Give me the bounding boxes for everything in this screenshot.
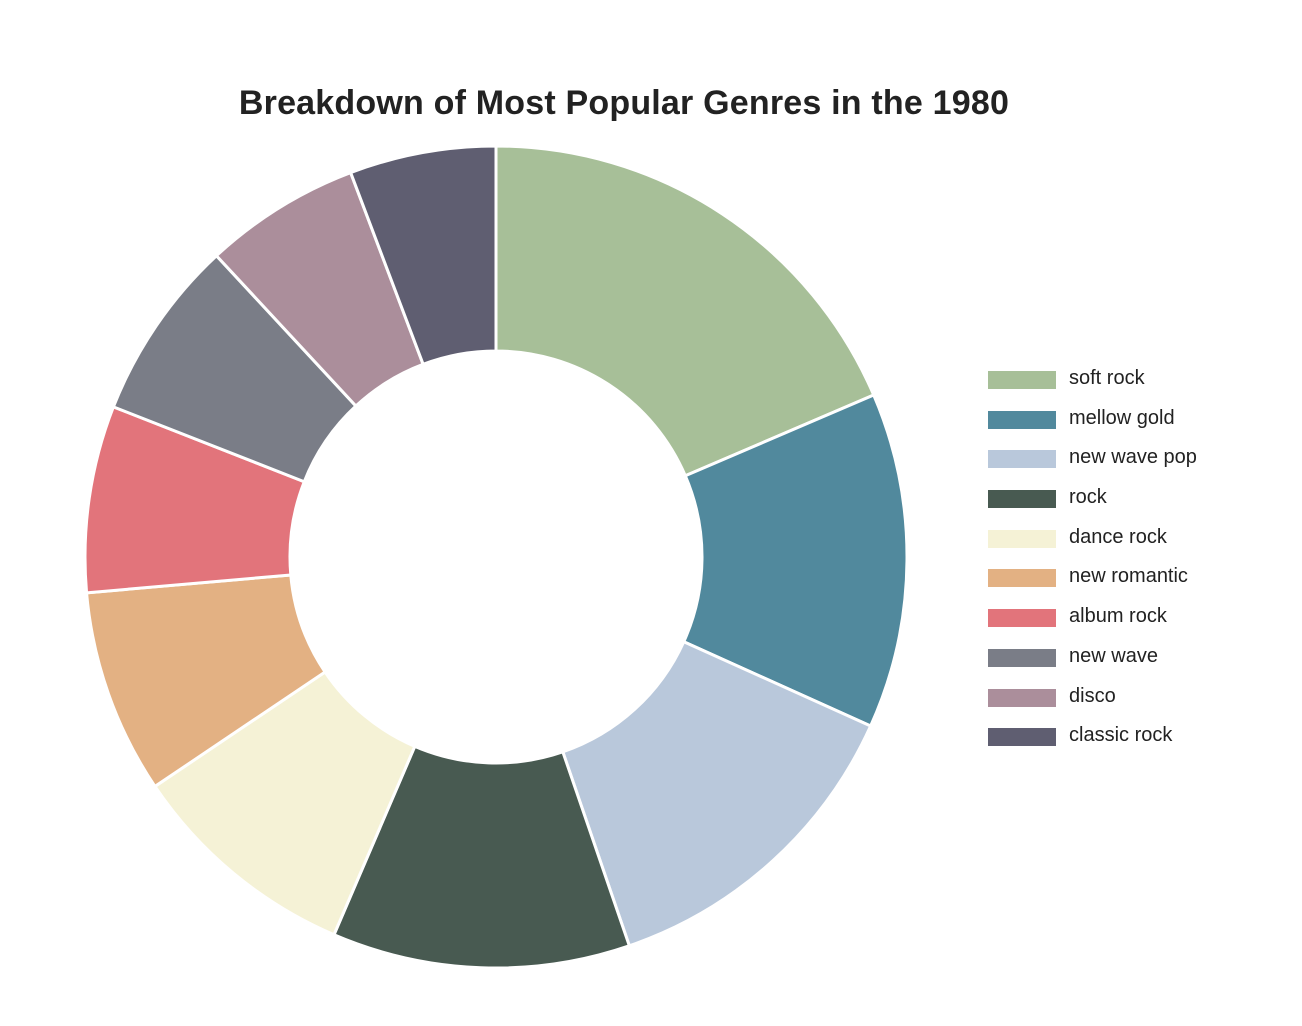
legend-label: mellow gold	[1069, 406, 1175, 429]
chart-title: Breakdown of Most Popular Genres in the …	[238, 84, 1010, 122]
legend-swatch	[988, 609, 1056, 628]
legend-item: disco	[988, 684, 1288, 724]
legend-item: new wave pop	[988, 445, 1288, 485]
legend-item: rock	[988, 485, 1288, 525]
legend-label: new wave	[1069, 644, 1158, 667]
legend-item: mellow gold	[988, 406, 1288, 446]
slice-soft-rock	[494, 144, 876, 478]
legend: soft rock mellow gold new wave pop rock danc…	[988, 366, 1288, 763]
slice-rock	[332, 744, 632, 970]
legend-item: soft rock	[988, 366, 1288, 406]
legend-swatch	[988, 728, 1056, 747]
legend-label: new wave pop	[1069, 446, 1197, 469]
legend-item: new wave	[988, 644, 1288, 684]
legend-swatch	[988, 648, 1056, 667]
legend-label: disco	[1069, 684, 1116, 707]
legend-swatch	[988, 410, 1056, 429]
legend-item: classic rock	[988, 723, 1288, 763]
legend-swatch	[988, 371, 1056, 389]
legend-label: new romantic	[1069, 565, 1188, 588]
legend-label: classic rock	[1069, 724, 1173, 747]
legend-swatch	[988, 450, 1056, 469]
legend-label: album rock	[1069, 605, 1167, 628]
legend-item: new romantic	[988, 564, 1288, 604]
legend-label: soft rock	[1069, 367, 1145, 389]
legend-item: album rock	[988, 604, 1288, 644]
slice-mellow-gold	[681, 393, 909, 729]
slice-classic-rock	[348, 144, 498, 367]
legend-swatch	[988, 529, 1056, 548]
legend-item: dance rock	[988, 525, 1288, 565]
legend-swatch	[988, 490, 1056, 509]
legend-swatch	[988, 569, 1056, 588]
legend-label: rock	[1069, 486, 1107, 509]
legend-label: dance rock	[1069, 525, 1167, 548]
slice-new-wave-pop	[560, 639, 873, 948]
legend-swatch	[988, 688, 1056, 707]
